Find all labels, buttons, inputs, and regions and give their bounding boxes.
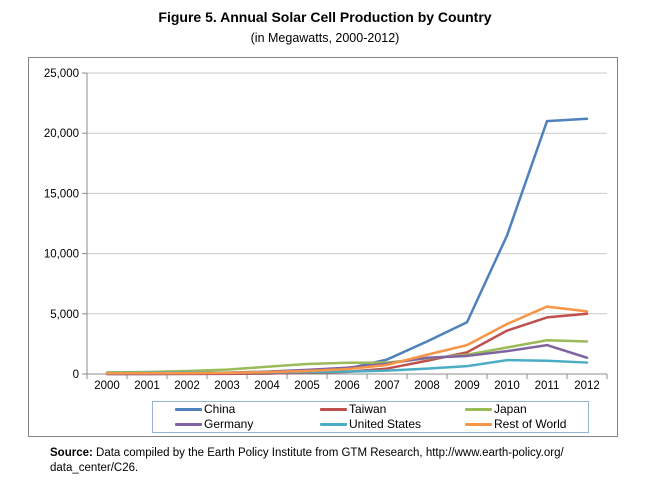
legend-line-icon — [465, 423, 492, 426]
x-tick-label: 2003 — [214, 380, 240, 392]
y-tick-label: 0 — [73, 369, 79, 381]
legend-label-united-states: United States — [349, 417, 422, 431]
x-tick-label: 2010 — [494, 380, 520, 392]
y-tick-label: 10,000 — [44, 249, 79, 261]
legend-item-japan: Japan — [443, 402, 588, 417]
x-tick-label: 2005 — [294, 380, 320, 392]
legend-label-japan: Japan — [494, 402, 527, 416]
chart-title: Figure 5. Annual Solar Cell Production b… — [158, 9, 492, 25]
x-tick-label: 2001 — [134, 380, 160, 392]
legend-label-china: China — [204, 402, 236, 416]
legend-line-icon — [320, 423, 347, 426]
y-tick-label: 20,000 — [44, 128, 79, 140]
source-label: Source: — [50, 447, 93, 459]
chart-area: 0 5,000 10,000 15,000 20,000 25,000 2000 2001 20… — [28, 57, 618, 437]
series-line-japan — [105, 339, 589, 374]
legend-label-germany: Germany — [204, 417, 254, 431]
x-tick-label: 2002 — [174, 380, 200, 392]
x-tick-label: 2007 — [374, 380, 400, 392]
chart-legend: China Taiwan Japan Germany United States Rest… — [152, 401, 589, 433]
legend-item-rest-of-world: Rest of World — [443, 417, 588, 432]
legend-label-rest-of-world: Rest of World — [494, 417, 567, 431]
legend-item-taiwan: Taiwan — [298, 402, 443, 417]
legend-line-icon — [175, 408, 202, 411]
series-line-china — [105, 117, 589, 376]
legend-item-germany: Germany — [153, 417, 298, 432]
x-tick-label: 2000 — [94, 380, 120, 392]
y-tick-label: 25,000 — [44, 68, 79, 80]
legend-label-taiwan: Taiwan — [349, 402, 387, 416]
y-tick-label: 5,000 — [50, 309, 79, 321]
source-note: Source: Data compiled by the Earth Polic… — [50, 446, 615, 476]
series-line-taiwan — [105, 312, 589, 376]
line-chart: 0 5,000 10,000 15,000 20,000 25,000 2000 2001 20… — [44, 68, 608, 392]
legend-line-icon — [175, 423, 202, 426]
source-text-line2: data_center/C26. — [50, 462, 139, 475]
x-tick-label: 2009 — [454, 380, 480, 392]
chart-subtitle: (in Megawatts, 2000-2012) — [250, 31, 400, 45]
legend-line-icon — [320, 408, 347, 411]
legend-item-china: China — [153, 402, 298, 417]
x-tick-label: 2006 — [334, 380, 360, 392]
x-tick-label: 2008 — [414, 380, 440, 392]
series-line-rest-of-world — [105, 305, 589, 375]
source-text-line1: Data compiled by the Earth Policy Instit… — [96, 447, 564, 459]
x-tick-label: 2012 — [574, 380, 600, 392]
y-tick-label: 15,000 — [44, 188, 79, 200]
legend-item-united-states: United States — [298, 417, 443, 432]
x-tick-label: 2011 — [535, 380, 560, 392]
x-tick-label: 2004 — [254, 380, 280, 392]
legend-line-icon — [465, 408, 492, 411]
